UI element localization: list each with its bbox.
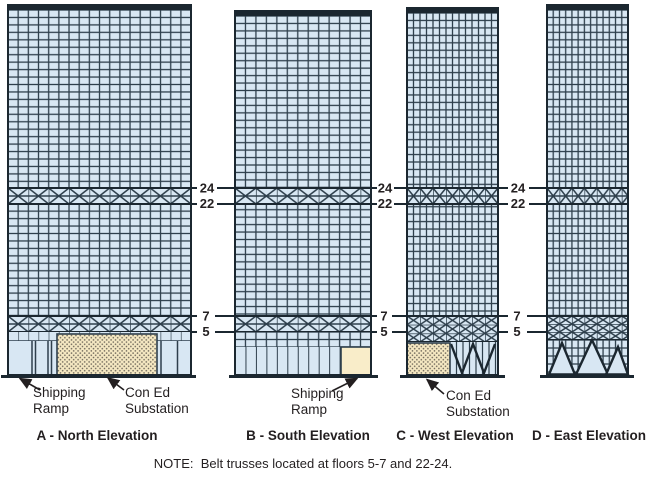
facade-grid-c [407,13,498,316]
shipping-ramp-label-b-line1: Shipping [291,386,344,401]
floor-labels-gap-bc: 24 22 7 5 [372,181,406,339]
belt-truss-5-7-a [8,316,191,332]
title-c-west-elevation: C - West Elevation [396,428,514,443]
note-text: NOTE: Belt trusses located at floors 5-7… [154,456,452,471]
title-d-east-elevation: D - East Elevation [532,428,646,443]
building-a-north-elevation [1,4,196,378]
roof-b [235,11,371,16]
floor-label-22: 22 [200,196,214,211]
shipping-ramp-label-a-line1: Shipping [33,385,86,400]
title-a-north-elevation: A - North Elevation [36,428,157,443]
building-b-south-elevation [229,10,378,378]
belt-truss-5-7-b [235,316,371,332]
shipping-ramp-label-a-line2: Ramp [33,401,69,416]
arrow-con-ed-c [425,378,445,395]
floor-label-5: 5 [380,324,387,339]
con-ed-substation-box-c [406,342,451,376]
arrow-con-ed-a [106,377,125,391]
annotation-shipping-ramp-a: Shipping Ramp [18,377,86,416]
facade-grid-d [547,10,628,316]
facade-grid-a [8,10,191,316]
building-c-west-elevation [400,7,505,378]
floor-labels-gap-ab: 24 22 7 5 [191,181,234,339]
con-ed-label-c-line2: Substation [446,404,510,419]
floor-label-22: 22 [378,196,392,211]
facade-grid-b [235,16,371,316]
base-braces-c [449,340,497,377]
mezzanine-rows-b [235,332,371,347]
roof-c [407,8,498,13]
roof-d [547,5,628,10]
belt-truss-22-24-a [8,188,191,204]
arrow-shipping-ramp-b [331,377,359,392]
shipping-ramp-box-b [340,346,372,376]
annotation-con-ed-substation-a: Con Ed Substation [106,377,189,416]
floor-label-5: 5 [513,324,520,339]
title-b-south-elevation: B - South Elevation [246,428,370,443]
arrow-shipping-ramp-a [18,377,41,391]
floor-label-7: 7 [513,309,520,324]
con-ed-label-a-line1: Con Ed [125,385,170,400]
annotation-shipping-ramp-b: Shipping Ramp [291,377,359,417]
belt-truss-22-24-c [407,188,498,204]
con-ed-label-a-line2: Substation [125,401,189,416]
building-d-east-elevation [540,4,634,378]
floor-label-7: 7 [380,309,387,324]
floor-label-22: 22 [511,196,525,211]
belt-truss-22-24-d [547,188,628,204]
floor-label-24: 24 [200,181,215,196]
floor-label-7: 7 [202,309,209,324]
belt-truss-5-7-c [407,316,498,342]
con-ed-label-c-line1: Con Ed [446,388,491,403]
floor-labels-gap-cd: 24 22 7 5 [499,181,546,339]
belt-truss-22-24-b [235,188,371,204]
shipping-ramp-label-b-line2: Ramp [291,402,327,417]
floor-label-24: 24 [378,181,393,196]
roof-a [8,5,191,10]
base-a-frame-braces-d [547,337,630,376]
con-ed-substation-box-a [56,333,158,376]
floor-label-24: 24 [511,181,526,196]
belt-truss-5-7-d [547,316,628,340]
floor-label-5: 5 [202,324,209,339]
annotation-con-ed-substation-c: Con Ed Substation [425,378,510,419]
